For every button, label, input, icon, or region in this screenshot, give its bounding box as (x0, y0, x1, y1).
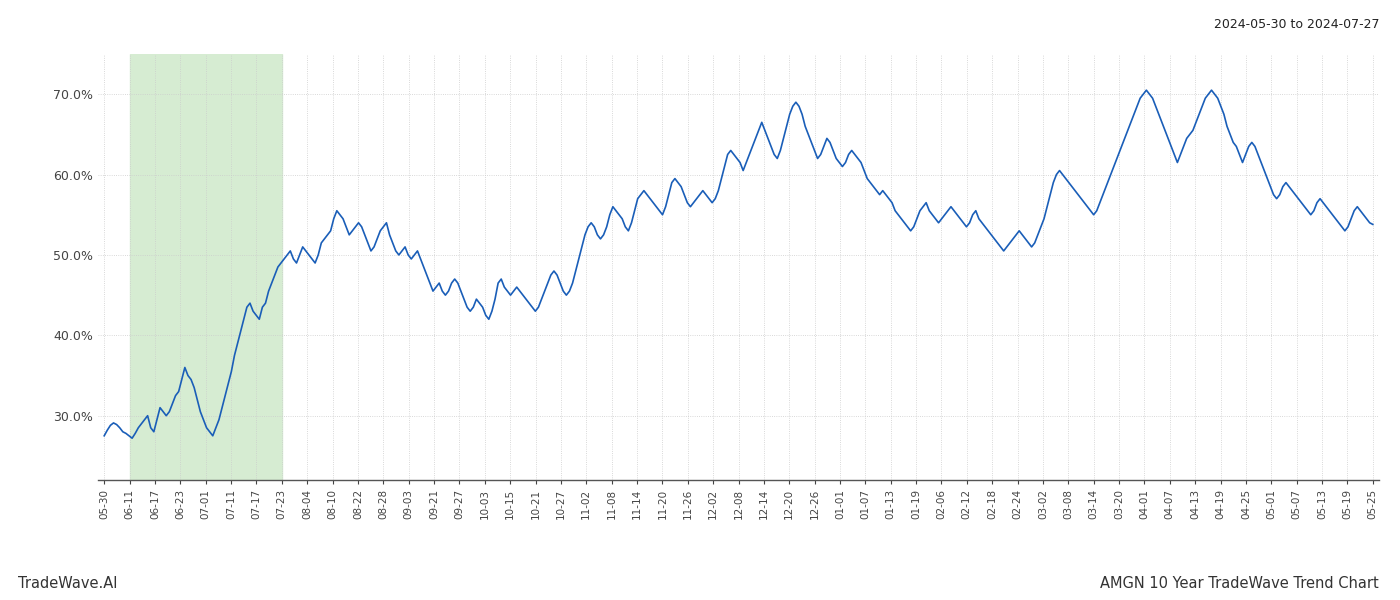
Text: AMGN 10 Year TradeWave Trend Chart: AMGN 10 Year TradeWave Trend Chart (1100, 576, 1379, 591)
Bar (130, 54, 281, 480)
Text: TradeWave.AI: TradeWave.AI (18, 576, 118, 591)
Text: 2024-05-30 to 2024-07-27: 2024-05-30 to 2024-07-27 (1214, 18, 1379, 31)
